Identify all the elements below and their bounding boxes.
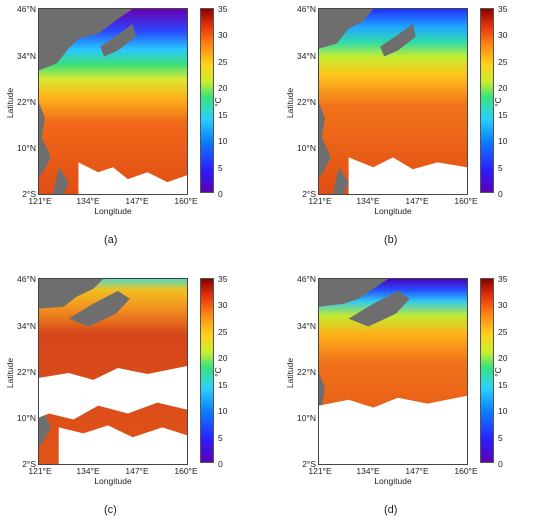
colorbar-unit: °C <box>212 367 223 377</box>
colorbar-tick: 15 <box>218 380 228 390</box>
colorbar-tick: 0 <box>498 189 503 199</box>
colorbar-tick: 25 <box>498 327 508 337</box>
y-tick: 2°S <box>22 189 36 199</box>
x-tick: 134°E <box>76 196 100 206</box>
y-tick: 2°S <box>302 459 316 469</box>
colorbar-tick: 35 <box>498 4 508 14</box>
sst-map <box>38 278 188 465</box>
panel-caption: (c) <box>104 504 117 516</box>
x-tick: 147°E <box>125 466 149 476</box>
colorbar-unit: °C <box>492 367 503 377</box>
colorbar-tick: 25 <box>218 57 228 67</box>
y-tick: 2°S <box>22 459 36 469</box>
y-tick: 46°N <box>17 4 36 14</box>
colorbar-tick: 10 <box>218 406 228 416</box>
panel-caption: (b) <box>384 234 398 246</box>
colorbar-tick: 5 <box>218 433 223 443</box>
colorbar-tick: 15 <box>498 110 508 120</box>
colorbar-tick: 5 <box>498 433 503 443</box>
y-tick: 22°N <box>297 97 316 107</box>
colorbar-tick: 35 <box>218 274 228 284</box>
x-tick: 160°E <box>174 466 198 476</box>
x-axis-label: Longitude <box>374 206 412 216</box>
y-tick: 34°N <box>17 51 36 61</box>
y-tick: 10°N <box>17 143 36 153</box>
colorbar-tick: 35 <box>218 4 228 14</box>
y-tick: 34°N <box>297 321 316 331</box>
colorbar-tick: 20 <box>218 353 228 363</box>
colorbar-tick: 5 <box>218 163 223 173</box>
y-tick: 2°S <box>302 189 316 199</box>
y-tick: 46°N <box>17 274 36 284</box>
x-tick: 134°E <box>76 466 100 476</box>
y-tick: 10°N <box>297 413 316 423</box>
colorbar-unit: °C <box>212 97 223 107</box>
x-tick: 134°E <box>356 196 380 206</box>
x-tick: 160°E <box>174 196 198 206</box>
colorbar-tick: 30 <box>218 300 228 310</box>
colorbar-tick: 25 <box>498 57 508 67</box>
colorbar-tick: 10 <box>218 136 228 146</box>
y-tick: 22°N <box>297 367 316 377</box>
colorbar-tick: 35 <box>498 274 508 284</box>
panel-b: Latitude 46°N 34°N 22°N 10°N 2°S <box>280 0 550 255</box>
x-axis-label: Longitude <box>94 206 132 216</box>
x-tick: 160°E <box>454 196 478 206</box>
x-tick: 121°E <box>28 466 52 476</box>
colorbar-tick: 5 <box>498 163 503 173</box>
colorbar <box>480 278 494 463</box>
panel-d: Latitude 46°N 34°N 22°N 10°N 2°S <box>280 270 550 525</box>
colorbar-tick: 0 <box>218 189 223 199</box>
colorbar-tick: 0 <box>498 459 503 469</box>
colorbar-tick: 20 <box>218 83 228 93</box>
y-tick: 34°N <box>297 51 316 61</box>
colorbar-tick: 30 <box>498 300 508 310</box>
panel-caption: (d) <box>384 504 398 516</box>
colorbar-tick: 15 <box>498 380 508 390</box>
x-tick: 147°E <box>405 466 429 476</box>
y-tick: 46°N <box>297 274 316 284</box>
x-tick: 160°E <box>454 466 478 476</box>
colorbar-tick: 0 <box>218 459 223 469</box>
colorbar-tick: 20 <box>498 353 508 363</box>
y-tick: 22°N <box>17 367 36 377</box>
colorbar-tick: 30 <box>498 30 508 40</box>
sst-map <box>38 8 188 195</box>
colorbar-tick: 15 <box>218 110 228 120</box>
panel-caption: (a) <box>104 234 118 246</box>
sst-map <box>318 278 468 465</box>
y-tick: 46°N <box>297 4 316 14</box>
y-tick: 34°N <box>17 321 36 331</box>
colorbar <box>480 8 494 193</box>
x-tick: 121°E <box>308 466 332 476</box>
panel-a: Latitude 46°N 34°N 22°N 10°N 2°S <box>0 0 270 255</box>
x-axis-label: Longitude <box>94 476 132 486</box>
panel-c: Latitude 46°N 34°N 22°N 10°N 2°S 121°E 1 <box>0 270 270 525</box>
y-tick: 22°N <box>17 97 36 107</box>
x-tick: 147°E <box>125 196 149 206</box>
y-tick: 10°N <box>297 143 316 153</box>
colorbar-unit: °C <box>492 97 503 107</box>
sst-map <box>318 8 468 195</box>
colorbar-tick: 30 <box>218 30 228 40</box>
colorbar-tick: 25 <box>218 327 228 337</box>
x-axis-label: Longitude <box>374 476 412 486</box>
colorbar-tick: 10 <box>498 406 508 416</box>
y-tick: 10°N <box>17 413 36 423</box>
x-tick: 121°E <box>308 196 332 206</box>
x-tick: 121°E <box>28 196 52 206</box>
x-tick: 134°E <box>356 466 380 476</box>
colorbar <box>200 8 214 193</box>
x-tick: 147°E <box>405 196 429 206</box>
colorbar-tick: 10 <box>498 136 508 146</box>
colorbar <box>200 278 214 463</box>
colorbar-tick: 20 <box>498 83 508 93</box>
